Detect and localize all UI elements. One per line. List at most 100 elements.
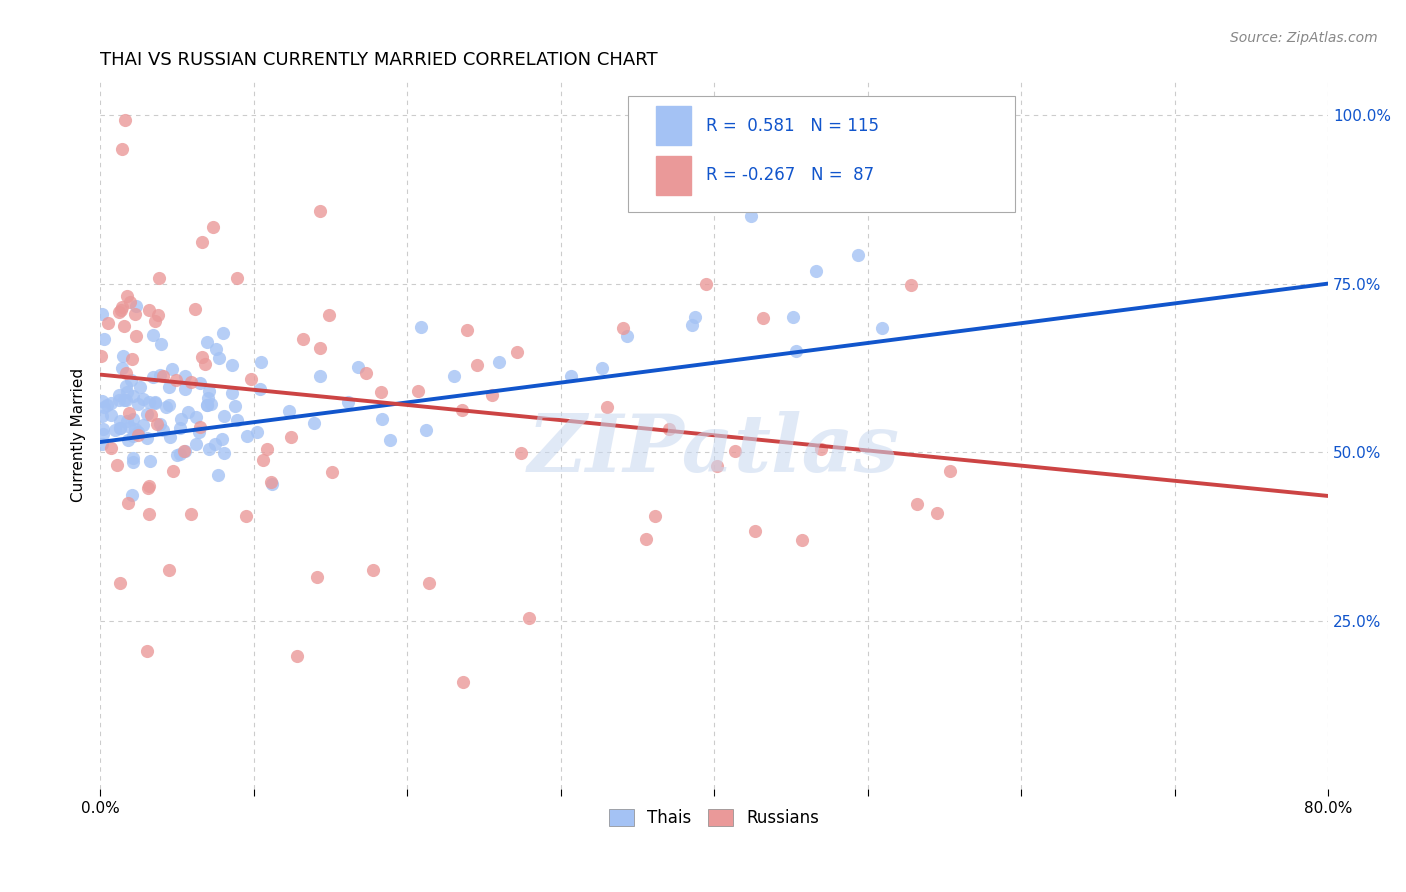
Point bbox=[135, 431, 157, 445]
Point bbox=[127, 428, 149, 442]
Point bbox=[90, 393, 112, 408]
Point bbox=[121, 351, 143, 366]
Point bbox=[121, 450, 143, 465]
Point bbox=[91, 437, 114, 451]
Point bbox=[782, 310, 804, 325]
Point bbox=[370, 412, 392, 426]
Point bbox=[110, 360, 132, 375]
Point bbox=[221, 386, 243, 401]
Point bbox=[415, 423, 437, 437]
Point bbox=[235, 429, 257, 443]
Point bbox=[706, 458, 728, 473]
Point bbox=[560, 368, 582, 383]
Point bbox=[117, 496, 139, 510]
Point bbox=[146, 308, 169, 322]
Point bbox=[155, 401, 177, 415]
Point bbox=[108, 576, 131, 591]
Point bbox=[418, 576, 440, 591]
Point bbox=[682, 318, 704, 333]
Point bbox=[785, 344, 807, 359]
Point bbox=[115, 289, 138, 303]
Point bbox=[132, 418, 155, 433]
Point bbox=[177, 404, 200, 418]
Point bbox=[481, 388, 503, 402]
Point bbox=[142, 369, 165, 384]
Point bbox=[124, 308, 146, 322]
Point bbox=[195, 398, 218, 412]
Point bbox=[195, 398, 218, 412]
Point bbox=[488, 354, 510, 368]
Point bbox=[136, 481, 159, 495]
Point bbox=[120, 373, 142, 387]
Point bbox=[200, 397, 222, 411]
Point bbox=[188, 376, 211, 391]
Point bbox=[152, 423, 174, 437]
Point bbox=[285, 649, 308, 664]
Point bbox=[136, 407, 159, 421]
Point bbox=[91, 307, 114, 321]
Point bbox=[406, 384, 429, 399]
Point bbox=[612, 321, 634, 335]
Point bbox=[115, 414, 138, 428]
Point bbox=[443, 368, 465, 383]
Point bbox=[751, 310, 773, 325]
Point bbox=[517, 611, 540, 625]
Point bbox=[107, 305, 129, 319]
Text: Source: ZipAtlas.com: Source: ZipAtlas.com bbox=[1230, 31, 1378, 45]
Point bbox=[122, 412, 145, 426]
FancyBboxPatch shape bbox=[657, 106, 690, 145]
Point bbox=[174, 382, 197, 396]
Point bbox=[122, 389, 145, 403]
Point bbox=[112, 392, 135, 407]
Point bbox=[249, 355, 271, 369]
Point bbox=[260, 475, 283, 490]
Point bbox=[157, 563, 180, 577]
Point bbox=[138, 454, 160, 468]
Point bbox=[148, 417, 170, 431]
Point bbox=[309, 341, 332, 355]
Point bbox=[870, 320, 893, 334]
Point bbox=[591, 360, 613, 375]
Point bbox=[110, 303, 132, 318]
Point bbox=[509, 446, 531, 460]
Point bbox=[644, 509, 666, 524]
Point bbox=[207, 467, 229, 482]
Point bbox=[226, 271, 249, 285]
Point bbox=[361, 563, 384, 577]
Point bbox=[197, 391, 219, 405]
Point bbox=[453, 675, 475, 690]
Point bbox=[122, 455, 145, 469]
Point bbox=[173, 444, 195, 458]
Point bbox=[114, 319, 136, 334]
Point bbox=[97, 316, 120, 330]
Point bbox=[148, 270, 170, 285]
Point bbox=[190, 350, 212, 364]
Text: R = -0.267   N =  87: R = -0.267 N = 87 bbox=[706, 167, 873, 185]
Point bbox=[194, 357, 217, 371]
Point bbox=[724, 444, 747, 458]
Point bbox=[115, 378, 138, 392]
Point bbox=[191, 235, 214, 249]
Point bbox=[596, 400, 619, 414]
Text: THAI VS RUSSIAN CURRENTLY MARRIED CORRELATION CHART: THAI VS RUSSIAN CURRENTLY MARRIED CORREL… bbox=[100, 51, 658, 69]
Point bbox=[202, 220, 225, 235]
Point bbox=[180, 507, 202, 521]
Point bbox=[205, 342, 228, 356]
Point bbox=[308, 204, 330, 219]
Point bbox=[93, 400, 115, 414]
Point bbox=[117, 434, 139, 448]
Point bbox=[188, 419, 211, 434]
Point bbox=[166, 448, 188, 462]
Point bbox=[121, 488, 143, 502]
Point bbox=[165, 373, 187, 387]
Point bbox=[91, 409, 114, 423]
Point bbox=[900, 277, 922, 292]
Point bbox=[240, 372, 263, 386]
Point bbox=[143, 314, 166, 328]
Point bbox=[305, 570, 328, 584]
Point bbox=[91, 422, 114, 436]
Point bbox=[90, 349, 112, 363]
Point bbox=[110, 142, 132, 156]
Point bbox=[249, 382, 271, 396]
Point bbox=[792, 533, 814, 547]
